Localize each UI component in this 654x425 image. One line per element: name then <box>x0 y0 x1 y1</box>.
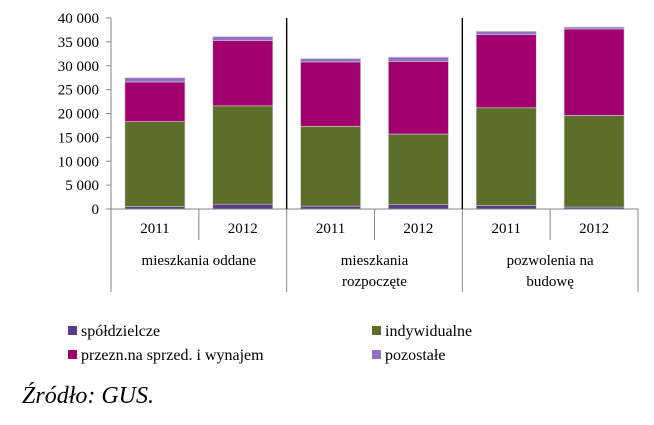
bar-segment <box>300 126 361 207</box>
bar-segment <box>563 115 625 208</box>
group-label-line: mieszkania oddane <box>142 253 257 269</box>
bar-segment <box>388 204 449 210</box>
legend-swatch <box>68 350 77 359</box>
legend-item-pozostale: pozostałe <box>372 346 445 366</box>
x-tick-label: 2012 <box>579 221 609 237</box>
bar-segment <box>475 31 537 36</box>
bar-segment <box>212 36 274 41</box>
bar-segment <box>475 34 537 109</box>
group-label-line: mieszkania <box>341 253 409 269</box>
x-axis: 2011 2012 2011 2012 2011 2012 mieszkania oddan… <box>110 18 639 292</box>
bar-segment <box>212 105 274 205</box>
bar-segment <box>124 77 186 83</box>
legend: spółdzielcze indywidualne przezn.na sprz… <box>68 322 628 370</box>
group-label-line: rozpoczęte <box>342 274 407 290</box>
y-tick-label: 15 000 <box>58 130 99 146</box>
bar-segment <box>124 81 186 122</box>
legend-item-przeznaczone: przezn.na sprzed. i wynajem <box>68 346 264 366</box>
x-tick-label: 2012 <box>228 221 258 237</box>
bar-segment <box>300 61 361 127</box>
y-tick-label: 30 000 <box>58 59 99 75</box>
bar-segment <box>563 28 625 116</box>
x-tick-label: 2012 <box>403 221 433 237</box>
y-tick-label: 0 <box>92 202 100 218</box>
x-tick-label: 2011 <box>492 221 521 237</box>
y-tick-label: 20 000 <box>58 107 99 123</box>
group-label-line: budowę <box>526 274 574 290</box>
bar-segment <box>124 121 186 207</box>
legend-label: spółdzielcze <box>81 323 161 340</box>
group-label-line: pozwolenia na <box>507 253 594 269</box>
stacked-bar-chart: 0 5 000 10 000 15 000 20 000 25 000 30 000 35 0… <box>58 11 639 292</box>
bar-segment <box>388 61 449 135</box>
bar-segment <box>563 26 625 30</box>
bar-segment <box>300 58 361 63</box>
legend-label: indywidualne <box>385 323 473 340</box>
legend-item-indywidualne: indywidualne <box>372 322 472 342</box>
bar-segment <box>475 205 537 210</box>
y-axis: 0 5 000 10 000 15 000 20 000 25 000 30 000 35 0… <box>58 11 112 218</box>
bars <box>124 26 625 210</box>
y-tick-label: 5 000 <box>65 178 99 194</box>
x-tick-label: 2011 <box>316 221 345 237</box>
bar-segment <box>212 203 274 210</box>
legend-swatch <box>372 326 381 335</box>
bar-segment <box>388 133 449 206</box>
group-label: mieszkania oddane <box>142 253 257 269</box>
legend-label: pozostałe <box>385 347 446 364</box>
bar-segment <box>388 56 449 62</box>
legend-label: przezn.na sprzed. i wynajem <box>81 347 264 364</box>
y-tick-label: 25 000 <box>58 83 99 99</box>
y-tick-label: 35 000 <box>58 35 99 51</box>
bar-segment <box>212 40 274 107</box>
y-tick-label: 40 000 <box>58 11 99 27</box>
y-tick-label: 10 000 <box>58 154 99 170</box>
group-label: pozwolenia na budowę <box>507 253 594 290</box>
legend-item-spoldzielcze: spółdzielcze <box>68 322 160 342</box>
legend-swatch <box>68 326 77 335</box>
legend-swatch <box>372 350 381 359</box>
x-tick-label: 2011 <box>140 221 169 237</box>
group-label: mieszkania rozpoczęte <box>341 253 409 290</box>
bar-segment <box>475 107 537 206</box>
source-note: Źródło: GUS. <box>22 383 155 409</box>
